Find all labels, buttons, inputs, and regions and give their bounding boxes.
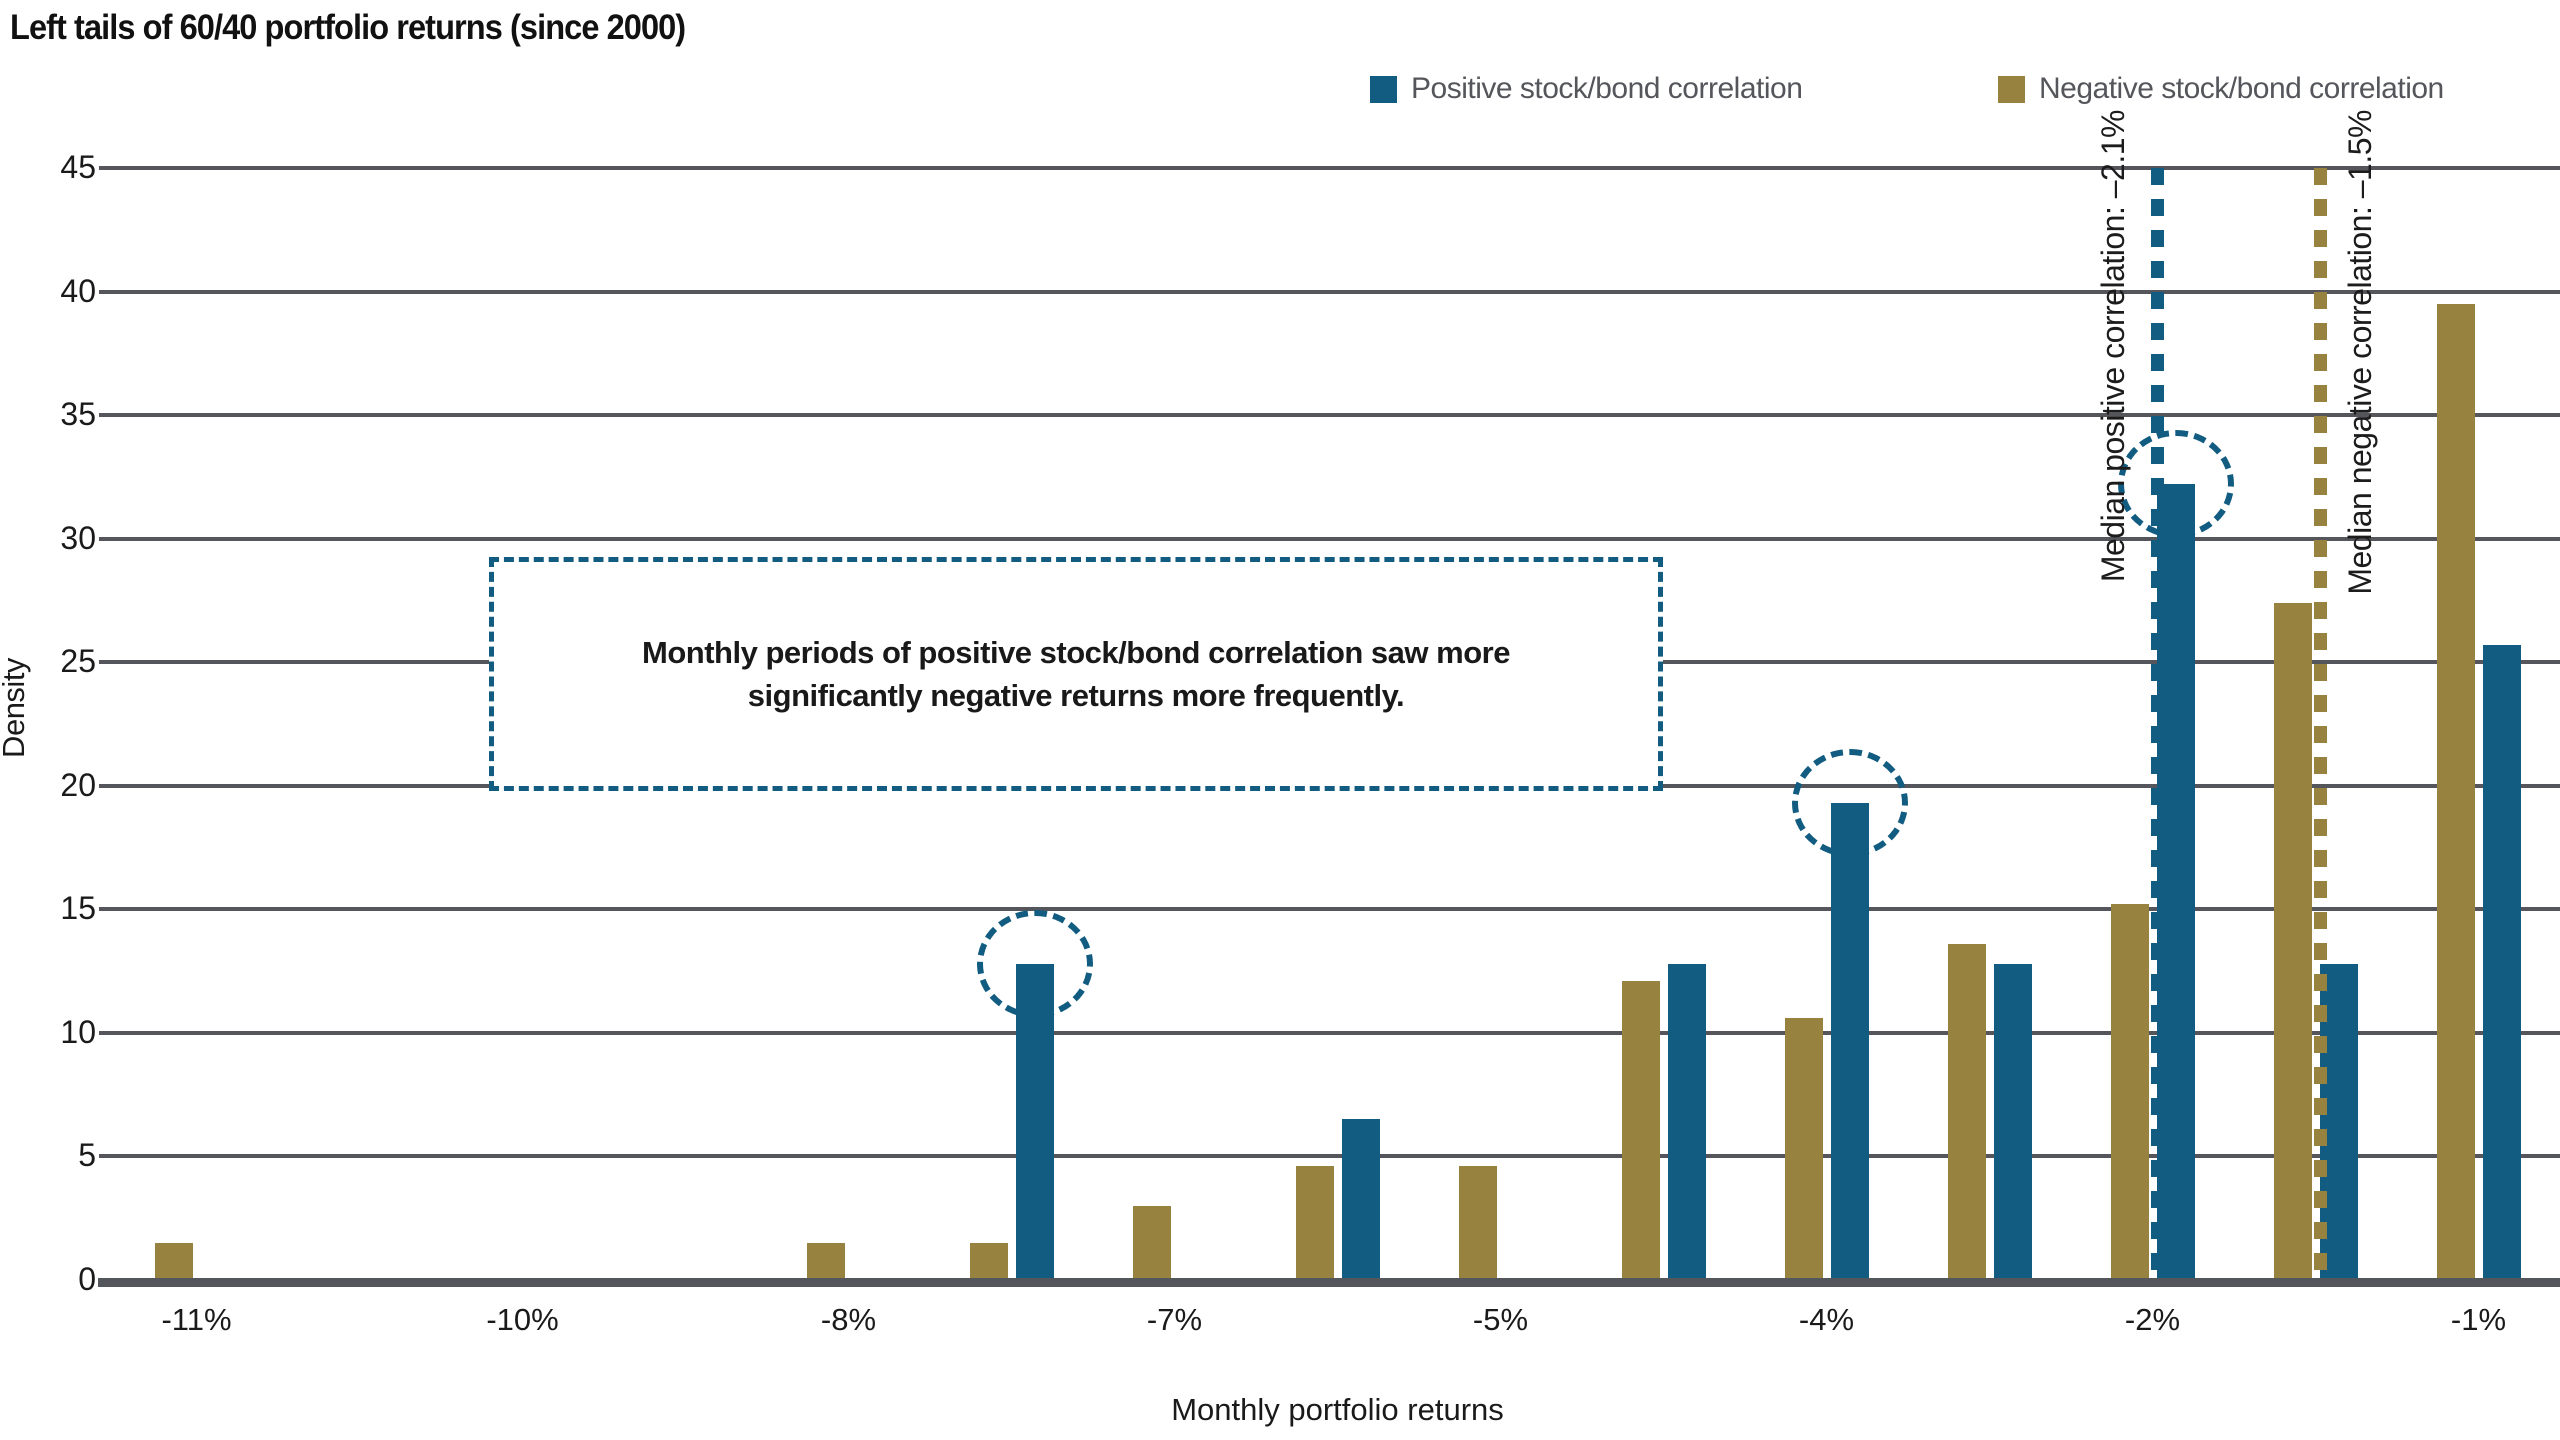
bar-negative-bin-7 [1295, 1166, 1334, 1280]
annotation-line-2: significantly negative returns more freq… [747, 678, 1405, 713]
slot--11% [115, 168, 278, 1280]
gridline-y-40 [115, 289, 2560, 294]
gridline-y-35 [115, 413, 2560, 418]
legend-label-negative: Negative stock/bond correlation [2039, 72, 2444, 105]
x-tick-label--7%: -7% [1146, 1302, 1203, 1337]
annotation-line-1: Monthly periods of positive stock/bond c… [642, 634, 1510, 670]
y-axis-title: Density [0, 658, 31, 758]
y-tick-label-35: 35 [60, 396, 96, 433]
legend-label-positive: Positive stock/bond correlation [1411, 72, 1803, 105]
x-axis-tick-labels: -11% -10% -8% -7% -5% -4% -2% -1% [115, 1302, 2560, 1346]
x-tick-label--5%: -5% [1472, 1302, 1529, 1337]
bar-negative--11% [154, 1242, 193, 1280]
y-tick-mark-5 [99, 1154, 115, 1159]
x-tick-label--10%: -10% [486, 1302, 559, 1337]
x-axis-title: Monthly portfolio returns [1171, 1392, 1504, 1427]
bar-slots [115, 168, 2560, 1280]
bar-negative-bin-9 [1621, 981, 1660, 1280]
legend: Positive stock/bond correlation Negative… [0, 72, 2560, 106]
y-tick-mark-40 [99, 289, 115, 294]
bar-negative--4% [1784, 1018, 1823, 1280]
slot--4% [1745, 168, 1908, 1280]
y-tick-label-20: 20 [60, 766, 96, 803]
x-axis-baseline [98, 1278, 2560, 1287]
slot--7% [1093, 168, 1256, 1280]
slot-bin-11 [1908, 168, 2071, 1280]
gridline-y-30 [115, 536, 2560, 541]
slot-bin-9 [1582, 168, 1745, 1280]
x-tick-label--1%: -1% [2450, 1302, 2507, 1337]
slot-bin-7 [1256, 168, 1419, 1280]
y-tick-mark-25 [99, 660, 115, 665]
bar-negative--7% [1132, 1205, 1171, 1280]
slot--8% [767, 168, 930, 1280]
median-line-positive [2151, 168, 2164, 1280]
y-tick-label-45: 45 [60, 149, 96, 185]
median-label-negative: Median negative correlation: –1.5% [2342, 110, 2378, 595]
gridline-y-15 [115, 907, 2560, 912]
gridline-y-5 [115, 1154, 2560, 1159]
y-tick-mark-15 [99, 907, 115, 912]
gridline-y-10 [115, 1030, 2560, 1035]
highlight-circle-icon [976, 909, 1093, 1018]
slot-bin-1 [278, 168, 441, 1280]
positive-series-swatch [1370, 75, 1397, 103]
y-tick-mark-20 [99, 783, 115, 788]
plot-area: Median positive correlation: –2.1% Median… [115, 110, 2560, 1280]
y-tick-label-40: 40 [60, 272, 96, 309]
y-tick-label-5: 5 [78, 1137, 96, 1174]
bar-positive-bin-7 [1341, 1119, 1380, 1280]
y-tick-label-30: 30 [60, 519, 96, 556]
slot--1% [2397, 168, 2560, 1280]
y-tick-mark-45 [99, 166, 115, 170]
bar-positive-bin-9 [1667, 963, 1706, 1280]
legend-item-positive: Positive stock/bond correlation [1370, 72, 1803, 106]
bar-negative-bin-13 [2273, 602, 2312, 1280]
x-tick-label--11%: -11% [161, 1302, 232, 1337]
negative-series-swatch [1998, 75, 2025, 103]
y-tick-mark-35 [99, 413, 115, 418]
slot--10% [441, 168, 604, 1280]
gridline-y-45 [115, 166, 2560, 170]
x-tick-label--8%: -8% [820, 1302, 877, 1337]
x-tick-label--2%: -2% [2124, 1302, 2181, 1337]
bar-negative--2% [2110, 904, 2149, 1280]
median-label-positive: Median positive correlation: –2.1% [2095, 110, 2131, 583]
legend-item-negative: Negative stock/bond correlation [1998, 72, 2444, 106]
y-tick-label-10: 10 [60, 1013, 96, 1050]
bar-positive-bin-5 [976, 909, 1093, 1280]
median-line-negative [2314, 168, 2327, 1280]
slot-bin-3 [604, 168, 767, 1280]
bar-positive--1% [2482, 644, 2521, 1280]
bar-negative--5% [1458, 1166, 1497, 1280]
slot--5% [1419, 168, 1582, 1280]
chart-title: Left tails of 60/40 portfolio returns (s… [10, 8, 686, 47]
highlight-circle-icon [2117, 430, 2234, 539]
annotation-text: Monthly periods of positive stock/bond c… [642, 631, 1510, 718]
y-tick-label-25: 25 [60, 643, 96, 680]
bar-negative--1% [2436, 303, 2475, 1280]
bar-negative-bin-11 [1947, 943, 1986, 1280]
y-tick-label-15: 15 [60, 890, 96, 927]
annotation-box: Monthly periods of positive stock/bond c… [489, 557, 1663, 791]
y-tick-label-0: 0 [78, 1261, 96, 1297]
bar-positive-bin-11 [1993, 963, 2032, 1280]
y-tick-mark-10 [99, 1030, 115, 1035]
bar-negative--8% [806, 1242, 845, 1280]
slot-bin-5 [930, 168, 1093, 1280]
bar-positive--4% [1791, 749, 1908, 1280]
y-tick-mark-30 [99, 536, 115, 541]
highlight-circle-icon [1791, 749, 1908, 858]
bar-negative-bin-5 [969, 1242, 1008, 1280]
x-tick-label--4%: -4% [1798, 1302, 1855, 1337]
